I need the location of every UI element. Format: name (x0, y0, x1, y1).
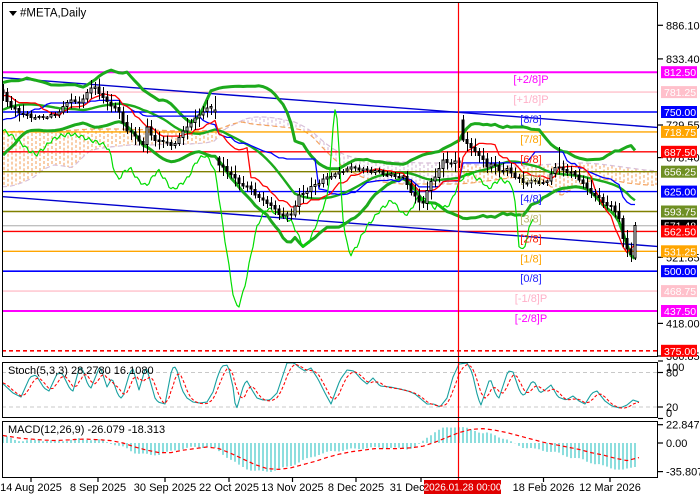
svg-text:833.40: 833.40 (666, 54, 700, 66)
svg-text:418.00: 418.00 (666, 318, 700, 330)
svg-text:[4/8]: [4/8] (520, 194, 541, 206)
svg-text:[3/8]: [3/8] (520, 214, 541, 226)
svg-text:MACD(12,26,9) -26.079 -18.313: MACD(12,26,9) -26.079 -18.313 (8, 424, 165, 436)
svg-text:2026.01.28 00:00: 2026.01.28 00:00 (424, 483, 502, 494)
svg-text:13 Nov 2025: 13 Nov 2025 (261, 482, 323, 494)
svg-text:468.75: 468.75 (664, 286, 696, 298)
svg-text:#META,Daily: #META,Daily (20, 8, 86, 20)
svg-text:8 Sep 2025: 8 Sep 2025 (70, 482, 126, 494)
svg-text:656.25: 656.25 (664, 167, 696, 179)
svg-text:-35.807: -35.807 (666, 467, 700, 479)
svg-text:0: 0 (666, 408, 672, 420)
svg-text:[8/8]: [8/8] (520, 114, 541, 126)
svg-text:[2/8]: [2/8] (520, 233, 541, 245)
svg-text:[-1/8]P: [-1/8]P (515, 293, 547, 305)
svg-text:500.00: 500.00 (664, 266, 696, 278)
svg-text:718.75: 718.75 (664, 127, 696, 139)
svg-text:750.00: 750.00 (664, 107, 696, 119)
svg-text:[+1/8]P: [+1/8]P (513, 94, 548, 106)
svg-text:625.00: 625.00 (664, 187, 696, 199)
svg-text:886.10: 886.10 (666, 20, 700, 32)
svg-text:[5/8]: [5/8] (520, 174, 541, 186)
svg-text:0.00: 0.00 (666, 438, 687, 450)
svg-text:80: 80 (666, 368, 678, 380)
svg-text:687.50: 687.50 (664, 147, 696, 159)
svg-text:20: 20 (666, 402, 678, 414)
svg-text:Stoch(5,3,3) 28.2780 16.1080: Stoch(5,3,3) 28.2780 16.1080 (8, 365, 154, 377)
svg-text:[+2/8]P: [+2/8]P (513, 74, 548, 86)
svg-text:8 Dec 2025: 8 Dec 2025 (328, 482, 384, 494)
svg-text:[-2/8]P: [-2/8]P (515, 313, 547, 325)
svg-text:30 Sep 2025: 30 Sep 2025 (134, 482, 196, 494)
svg-text:[1/8]: [1/8] (520, 253, 541, 265)
svg-text:562.50: 562.50 (664, 226, 696, 238)
svg-text:[7/8]: [7/8] (520, 134, 541, 146)
svg-text:12 Mar 2026: 12 Mar 2026 (579, 482, 641, 494)
svg-text:593.75: 593.75 (664, 207, 696, 219)
svg-text:14 Aug 2025: 14 Aug 2025 (0, 482, 62, 494)
svg-text:[0/8]: [0/8] (520, 273, 541, 285)
svg-text:[6/8]: [6/8] (520, 154, 541, 166)
svg-text:22 Oct 2025: 22 Oct 2025 (199, 482, 259, 494)
svg-text:781.25: 781.25 (664, 87, 696, 99)
svg-text:531.25: 531.25 (664, 246, 696, 258)
svg-text:437.50: 437.50 (664, 306, 696, 318)
svg-text:22.847: 22.847 (666, 420, 700, 432)
svg-text:100: 100 (666, 362, 684, 374)
svg-text:375.00: 375.00 (664, 346, 696, 358)
svg-text:812.50: 812.50 (664, 67, 696, 79)
svg-text:18 Feb 2026: 18 Feb 2026 (513, 482, 575, 494)
